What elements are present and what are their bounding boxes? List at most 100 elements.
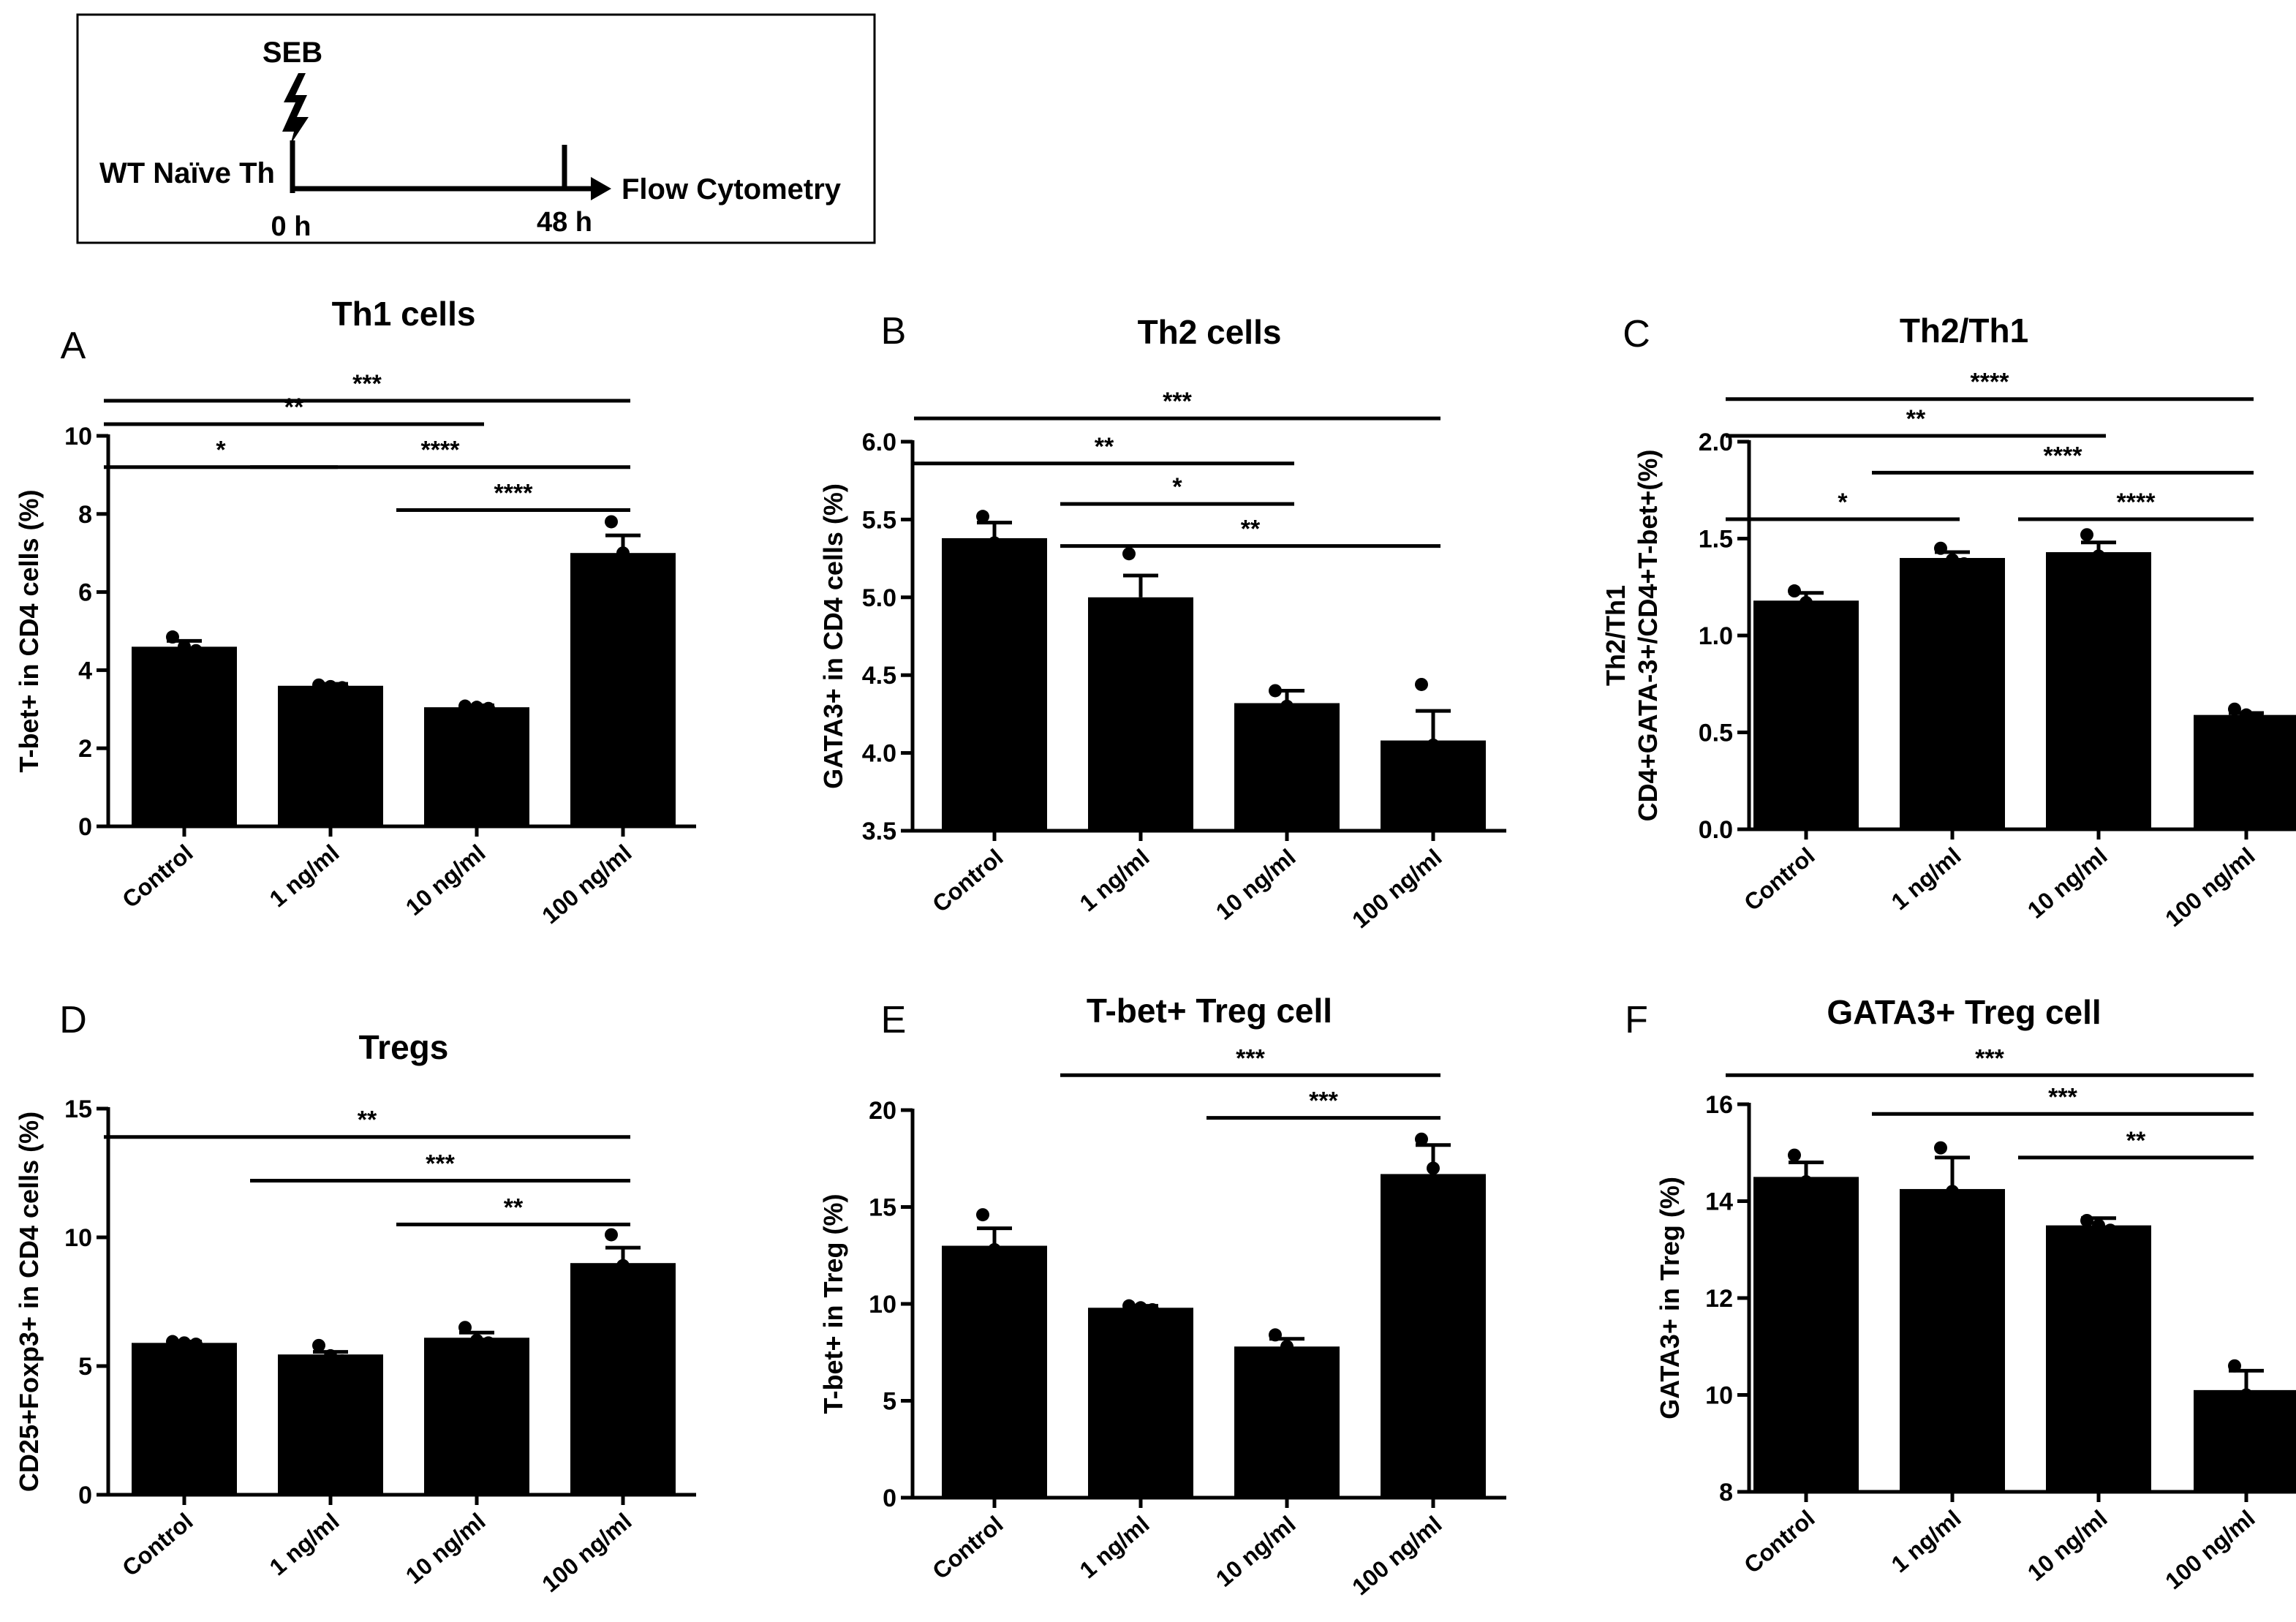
- significance-label: **: [284, 393, 304, 421]
- data-point: [470, 701, 483, 714]
- panel-a: A Th1 cells 0 2 4 6 8 10 T-bet+ in CD4 cells (%)…: [14, 295, 696, 929]
- chart-title: Th2 cells: [1138, 313, 1282, 351]
- x-tick-label: 100 ng/ml: [2160, 842, 2259, 932]
- bar: [942, 537, 1047, 831]
- x-tick-label: 100 ng/ml: [1347, 1511, 1446, 1600]
- y-tick-label: 6: [78, 579, 92, 607]
- data-point: [2251, 712, 2265, 725]
- significance-label: ****: [494, 479, 534, 507]
- panel-d: D Tregs 0 5 10 15 CD25+Foxp3+ in CD4 cells (%)…: [14, 999, 696, 1597]
- data-point: [1788, 584, 1801, 598]
- significance-label: ***: [1163, 388, 1192, 415]
- y-tick-label: 8: [78, 501, 92, 529]
- bar: [1088, 1308, 1193, 1498]
- data-point: [2240, 708, 2253, 722]
- y-tick-label: 0: [78, 813, 92, 841]
- significance-label: ***: [2048, 1083, 2077, 1111]
- bar: [2046, 552, 2151, 829]
- y-axis-label: GATA3+ in CD4 cells (%): [818, 483, 848, 789]
- data-point: [2251, 1403, 2265, 1417]
- schematic-cell-label: WT Naïve Th: [99, 157, 275, 189]
- data-point: [1000, 547, 1013, 561]
- bar: [1900, 558, 2005, 829]
- data-point: [2228, 1359, 2241, 1373]
- data-point: [1415, 677, 1428, 691]
- x-tick-label: 10 ng/ml: [401, 1508, 491, 1589]
- y-tick-label: 14: [1705, 1188, 1733, 1216]
- y-tick-label: 10: [64, 1224, 92, 1252]
- x-tick-label: Control: [117, 840, 197, 913]
- significance-label: ***: [352, 370, 382, 398]
- data-point: [1134, 598, 1147, 612]
- panel-letter: D: [59, 999, 87, 1041]
- data-point: [2228, 702, 2241, 716]
- bar: [570, 1263, 676, 1495]
- data-point: [1934, 541, 1947, 555]
- data-point: [616, 1259, 630, 1272]
- data-point: [178, 640, 191, 654]
- panel-letter: B: [881, 310, 907, 352]
- y-axis-label: CD4+GATA-3+/CD4+T-bet+(%): [1633, 450, 1663, 822]
- x-tick-label: 100 ng/ml: [537, 1508, 636, 1597]
- data-point: [1427, 738, 1440, 752]
- data-point: [1292, 1351, 1305, 1365]
- bar: [1234, 703, 1340, 831]
- y-tick-label: 5.5: [862, 506, 896, 534]
- bar: [1381, 1174, 1486, 1498]
- y-tick-label: 0: [78, 1482, 92, 1509]
- panel-e: E T-bet+ Treg cell 0 5 10 15 20 T-bet+ in Treg …: [818, 992, 1506, 1600]
- panel-letter: E: [881, 999, 907, 1041]
- data-point: [1946, 1185, 1959, 1199]
- x-tick-label: 1 ng/ml: [1887, 1505, 1966, 1578]
- data-point: [1280, 1340, 1294, 1354]
- chart-title: Th1 cells: [332, 295, 476, 333]
- bar: [1381, 740, 1486, 831]
- x-tick-label: 10 ng/ml: [2023, 1505, 2112, 1586]
- y-tick-label: 15: [869, 1194, 896, 1222]
- significance-label: **: [358, 1106, 377, 1134]
- y-tick-label: 6.0: [862, 429, 896, 456]
- significance-label: ****: [2044, 442, 2083, 469]
- x-tick-label: 1 ng/ml: [1075, 844, 1155, 917]
- data-point: [458, 1321, 472, 1335]
- data-point: [1788, 1148, 1801, 1162]
- data-point: [988, 536, 1001, 550]
- bar: [424, 707, 529, 826]
- significance-label: **: [1095, 433, 1114, 461]
- panel-f: F GATA3+ Treg cell 8 10 12 14 16 GATA3+ in Treg…: [1625, 993, 2296, 1594]
- significance-label: ***: [1236, 1044, 1265, 1072]
- panel-letter: F: [1625, 999, 1648, 1041]
- chart-title: GATA3+ Treg cell: [1827, 993, 2101, 1031]
- y-axis-label: T-bet+ in CD4 cells (%): [14, 489, 44, 772]
- data-point: [324, 679, 337, 693]
- x-tick-label: Control: [927, 1511, 1008, 1585]
- y-tick-label: 0.0: [1699, 816, 1733, 844]
- bar: [132, 1343, 237, 1495]
- y-tick-label: 10: [869, 1291, 896, 1319]
- data-point: [178, 1336, 191, 1350]
- x-tick-label: 10 ng/ml: [401, 840, 491, 921]
- data-point: [482, 1336, 495, 1350]
- y-tick-label: 4.0: [862, 740, 896, 768]
- data-point: [1811, 601, 1824, 615]
- schematic-time-start: 0 h: [271, 211, 311, 242]
- data-point: [2104, 555, 2117, 569]
- x-tick-label: 100 ng/ml: [1347, 844, 1446, 933]
- significance-label: **: [2126, 1127, 2146, 1155]
- bar: [424, 1338, 529, 1495]
- data-point: [1934, 1141, 1947, 1155]
- data-point: [1811, 1185, 1824, 1199]
- y-axis-label: Th2/Th1: [1601, 585, 1631, 686]
- panel-letter: A: [61, 325, 86, 367]
- y-tick-label: 12: [1705, 1285, 1733, 1313]
- data-point: [605, 515, 618, 529]
- y-tick-label: 0: [883, 1485, 896, 1512]
- data-point: [1957, 557, 1971, 570]
- y-tick-label: 1.0: [1699, 622, 1733, 650]
- chart-title: Tregs: [359, 1028, 449, 1066]
- data-point: [189, 644, 203, 657]
- significance-label: ****: [1971, 369, 2010, 396]
- x-tick-label: Control: [1739, 1505, 1819, 1579]
- data-point: [1134, 1301, 1147, 1315]
